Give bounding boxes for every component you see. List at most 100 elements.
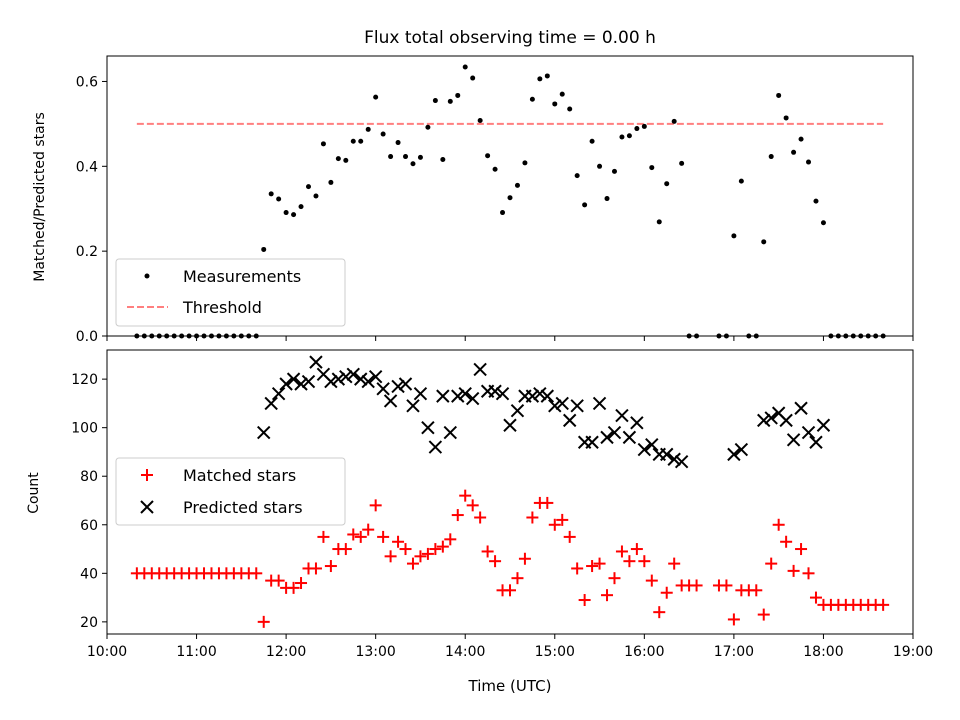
bottom-x-axis-label: Time (UTC) bbox=[468, 677, 552, 695]
predicted-star-point bbox=[779, 413, 793, 428]
measurement-point bbox=[403, 154, 409, 160]
predicted-star-point bbox=[727, 447, 741, 462]
matched-star-point bbox=[727, 613, 740, 626]
measurement-point bbox=[611, 168, 617, 174]
bottom-y-tick-label: 100 bbox=[71, 421, 98, 437]
matched-star-point bbox=[421, 547, 434, 560]
top-legend-box bbox=[115, 258, 346, 327]
measurement-point bbox=[813, 198, 819, 204]
predicted-star-point bbox=[309, 355, 323, 369]
measurement-point bbox=[261, 246, 267, 252]
measurement-point bbox=[306, 184, 311, 190]
measurement-point bbox=[791, 149, 797, 155]
bottom-x-tick-label: 13:00 bbox=[355, 644, 395, 660]
predicted-star-point bbox=[383, 394, 398, 408]
predicted-star-point bbox=[622, 430, 637, 445]
matched-star-point bbox=[653, 606, 666, 619]
matched-star-point bbox=[757, 608, 770, 621]
measurement-point bbox=[619, 134, 625, 140]
measurement-point bbox=[343, 157, 349, 163]
measurement-point bbox=[455, 92, 461, 98]
matched-star-point bbox=[630, 543, 643, 556]
measurement-point bbox=[567, 106, 573, 112]
matched-star-point bbox=[339, 543, 352, 556]
measurement-point bbox=[358, 138, 364, 144]
matched-star-point bbox=[623, 555, 636, 568]
top-y-tick-label: 0.6 bbox=[76, 74, 98, 90]
measurement-point bbox=[738, 178, 744, 184]
predicted-star-point bbox=[354, 372, 368, 386]
matched-star-point bbox=[809, 591, 822, 604]
measurement-point bbox=[664, 181, 670, 187]
measurement-point bbox=[365, 126, 371, 132]
predicted-star-point bbox=[451, 389, 465, 403]
measurement-point bbox=[425, 124, 431, 130]
matched-star-point bbox=[466, 499, 479, 512]
predicted-star-point bbox=[562, 413, 577, 428]
bottom-x-tick-label: 16:00 bbox=[624, 644, 664, 660]
predicted-star-point bbox=[555, 396, 569, 411]
predicted-star-point bbox=[428, 440, 443, 454]
predicted-star-point bbox=[667, 452, 681, 466]
measurement-point bbox=[410, 161, 416, 167]
predicted-star-point bbox=[465, 391, 480, 406]
measurement-point bbox=[492, 166, 498, 172]
predicted-star-point bbox=[548, 399, 562, 413]
bottom-legend: Matched stars Predicted stars bbox=[115, 457, 346, 526]
measurement-point bbox=[776, 92, 782, 98]
measurement-point bbox=[388, 154, 394, 160]
measurement-point bbox=[268, 191, 274, 197]
matched-star-point bbox=[765, 557, 778, 570]
top-y-tick-label: 0.0 bbox=[76, 329, 98, 345]
bottom-legend-box bbox=[115, 457, 346, 526]
bottom-legend-matched-label: Matched stars bbox=[183, 466, 296, 485]
top-legend-threshold-label: Threshold bbox=[182, 298, 262, 317]
measurement-point bbox=[522, 160, 528, 166]
predicted-star-point bbox=[734, 442, 749, 457]
predicted-star-point bbox=[301, 374, 316, 389]
predicted-star-point bbox=[391, 379, 405, 394]
matched-star-point bbox=[384, 550, 397, 563]
matched-star-point bbox=[295, 577, 308, 590]
matched-star-point bbox=[511, 572, 524, 585]
measurement-point bbox=[335, 156, 341, 162]
matched-star-point bbox=[795, 543, 808, 556]
bottom-x-tick-label: 11:00 bbox=[176, 644, 216, 660]
predicted-star-point bbox=[257, 425, 271, 440]
measurement-point bbox=[276, 196, 282, 202]
predicted-star-point bbox=[816, 418, 831, 432]
matched-star-point bbox=[354, 530, 367, 543]
matched-star-point bbox=[474, 511, 487, 524]
predicted-star-point bbox=[637, 442, 652, 457]
top-y-tick-label: 0.2 bbox=[76, 244, 98, 260]
measurement-point bbox=[574, 173, 580, 179]
predicted-star-point bbox=[473, 362, 487, 377]
measurement-point bbox=[783, 115, 789, 121]
matched-star-point bbox=[257, 615, 270, 628]
measurement-point bbox=[798, 136, 804, 142]
matched-star-point bbox=[772, 518, 785, 531]
matched-star-point bbox=[406, 557, 419, 570]
matched-star-point bbox=[362, 523, 375, 536]
bottom-x-tick-label: 10:00 bbox=[87, 644, 127, 660]
predicted-star-point bbox=[510, 403, 525, 418]
predicted-star-point bbox=[764, 411, 778, 425]
matched-star-point bbox=[787, 564, 800, 577]
matched-star-point bbox=[518, 552, 531, 565]
predicted-star-point bbox=[495, 386, 510, 401]
measurement-point bbox=[649, 165, 655, 171]
matched-star-point bbox=[593, 557, 606, 570]
measurement-point bbox=[768, 154, 774, 160]
matched-star-point bbox=[444, 533, 457, 546]
measurement-point bbox=[544, 73, 550, 79]
measurement-point bbox=[432, 98, 438, 104]
predicted-star-point bbox=[600, 430, 614, 445]
measurement-point bbox=[656, 219, 662, 225]
matched-star-point bbox=[504, 584, 516, 597]
bottom-x-tick-label: 15:00 bbox=[535, 644, 575, 660]
matched-star-point bbox=[548, 518, 561, 531]
matched-star-point bbox=[481, 545, 494, 558]
measurement-point bbox=[313, 193, 319, 199]
top-y-tick-label: 0.4 bbox=[76, 159, 98, 175]
matched-star-point bbox=[802, 567, 815, 580]
